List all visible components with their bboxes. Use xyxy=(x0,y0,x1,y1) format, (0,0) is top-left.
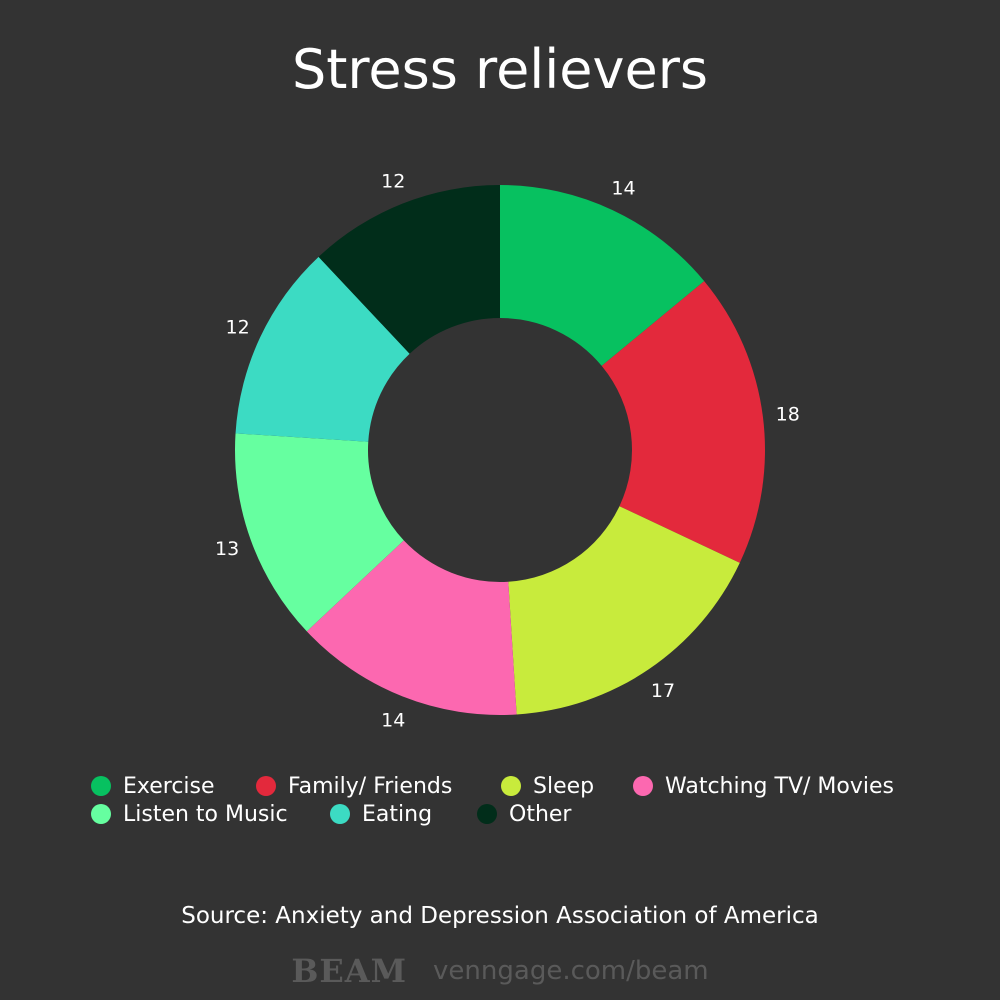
legend-label: Family/ Friends xyxy=(288,773,453,799)
data-label: 14 xyxy=(611,178,635,200)
legend-item[interactable]: Eating xyxy=(330,801,433,827)
legend-item[interactable]: Listen to Music xyxy=(91,801,288,827)
slice-exercise xyxy=(500,185,705,366)
legend-item[interactable]: Watching TV/ Movies xyxy=(633,773,894,799)
legend-swatch xyxy=(256,776,276,796)
beam-logo: BEAM xyxy=(291,952,408,990)
data-label: 12 xyxy=(226,317,250,339)
legend-swatch xyxy=(91,804,111,824)
data-label: 18 xyxy=(776,404,800,426)
legend-label: Eating xyxy=(362,801,433,827)
slice-family-friends xyxy=(601,281,765,563)
legend-swatch xyxy=(501,776,521,796)
legend-item[interactable]: Family/ Friends xyxy=(256,773,453,799)
data-label: 14 xyxy=(381,710,405,732)
slice-listen-to-music xyxy=(235,433,404,632)
legend-label: Listen to Music xyxy=(123,801,288,827)
footer-url[interactable]: venngage.com/beam xyxy=(433,956,709,986)
legend-label: Sleep xyxy=(533,773,595,799)
source-note: Source: Anxiety and Depression Associati… xyxy=(181,903,819,929)
legend-item[interactable]: Exercise xyxy=(91,773,215,799)
slice-other xyxy=(318,185,500,354)
data-label: 13 xyxy=(215,538,239,560)
data-label: 12 xyxy=(381,170,405,192)
legend-label: Other xyxy=(509,801,572,827)
legend-label: Watching TV/ Movies xyxy=(665,773,894,799)
slice-watching-tv-movies xyxy=(306,540,517,716)
legend-item[interactable]: Sleep xyxy=(501,773,595,799)
legend-swatch xyxy=(330,804,350,824)
chart-title: Stress relievers xyxy=(291,38,709,101)
legend-swatch xyxy=(633,776,653,796)
slice-sleep xyxy=(508,506,740,715)
slice-eating xyxy=(235,256,410,442)
legend-label: Exercise xyxy=(123,773,215,799)
data-label: 17 xyxy=(651,680,675,702)
legend-swatch xyxy=(91,776,111,796)
footer: BEAM venngage.com/beam xyxy=(0,952,1000,990)
legend-item[interactable]: Other xyxy=(477,801,572,827)
legend-swatch xyxy=(477,804,497,824)
